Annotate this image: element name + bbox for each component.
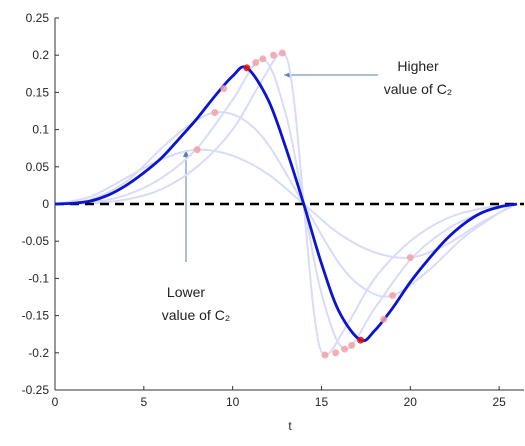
peak-marker: [270, 51, 278, 59]
x-tick-label: 15: [315, 395, 329, 409]
y-tick-label: 0.25: [26, 11, 50, 25]
annotation-text: Lower: [167, 284, 205, 300]
peak-marker: [380, 315, 388, 323]
peak-marker: [341, 345, 349, 353]
peak-marker: [220, 85, 228, 93]
y-tick-label: 0: [42, 197, 49, 211]
series-line: [54, 111, 518, 298]
peak-marker: [278, 49, 286, 57]
y-tick-label: -0.05: [22, 234, 50, 248]
peak-marker: [332, 349, 340, 357]
peak-marker: [259, 55, 267, 63]
peak-marker: [193, 146, 201, 154]
x-tick-label: 0: [52, 395, 59, 409]
y-tick-label: 0.2: [32, 48, 49, 62]
y-tick-label: 0.1: [32, 123, 49, 137]
series-line: [54, 65, 518, 343]
peak-marker: [348, 341, 356, 349]
y-tick-label: -0.2: [28, 346, 49, 360]
y-tick-label: -0.1: [28, 271, 49, 285]
y-tick-label: -0.25: [22, 383, 50, 397]
peak-marker: [252, 59, 260, 67]
y-tick-label: -0.15: [22, 309, 50, 323]
series-line: [54, 148, 518, 259]
series-line: [54, 51, 518, 357]
peak-marker: [406, 254, 414, 262]
x-tick-label: 20: [404, 395, 418, 409]
peak-marker: [389, 292, 397, 300]
x-tick-label: 5: [140, 395, 147, 409]
peak-marker: [211, 108, 219, 116]
x-tick-label: 25: [492, 395, 506, 409]
y-tick-label: 0.05: [26, 160, 50, 174]
annotation-text: Higher: [397, 58, 439, 74]
y-tick-label: 0.15: [26, 85, 50, 99]
series-line: [54, 57, 518, 351]
peak-marker: [321, 351, 329, 359]
peak-marker: [357, 336, 365, 344]
annotation-text: value of C₂: [384, 81, 452, 97]
annotation-text: value of C₂: [162, 307, 230, 323]
peak-marker: [243, 64, 251, 72]
x-axis-label: t: [288, 419, 292, 433]
x-tick-label: 10: [226, 395, 240, 409]
